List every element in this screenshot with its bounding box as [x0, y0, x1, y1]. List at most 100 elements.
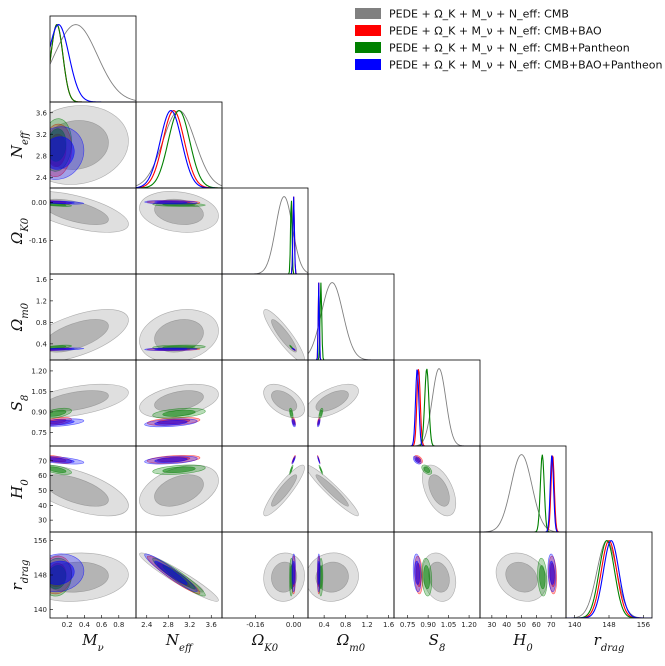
marginal-OmK0-series-3	[222, 196, 308, 274]
marginal-Mnu-series-1	[50, 24, 136, 102]
contour-S8-Neff-series-2-68	[162, 409, 196, 417]
panel-Mnu-Mnu	[50, 24, 136, 102]
marginal-rdrag-series-2	[566, 539, 652, 618]
panel-Omm0-Neff	[139, 309, 219, 360]
panel-OmK0-Mnu	[50, 191, 129, 233]
contour-S8-OmK0-series-0-68	[271, 390, 298, 412]
panel-H0-S8	[412, 455, 457, 517]
y-tick-label-S8: 1.05	[31, 388, 47, 396]
marginal-S8-series-0	[394, 368, 480, 446]
x-tick-label-OmK0: 0.00	[286, 621, 302, 629]
y-tick-label-Neff: 2.8	[36, 152, 47, 160]
legend-swatch-0	[355, 8, 381, 19]
x-tick-label-Omm0: 0.4	[319, 621, 331, 629]
x-axis-label-rdrag: rdrag	[594, 631, 625, 654]
contour-S8-Neff-series-3-68	[154, 419, 188, 426]
y-tick-label-Neff: 3.2	[36, 131, 47, 139]
x-tick-label-rdrag: 148	[602, 621, 615, 629]
x-tick-label-H0: 40	[502, 621, 511, 629]
contour-H0-S8-series-2-68	[423, 466, 431, 473]
contour-Omm0-Mnu-series-0-95	[50, 309, 129, 360]
y-tick-label-H0: 30	[38, 517, 47, 525]
x-tick-label-rdrag: 140	[568, 621, 581, 629]
y-tick-label-S8: 0.90	[31, 408, 47, 416]
marginal-Neff-series-0	[136, 110, 222, 187]
contour-Omm0-Neff-series-3-68	[154, 348, 188, 351]
y-tick-label-H0: 40	[38, 502, 47, 510]
y-tick-label-Omm0: 0.8	[36, 319, 47, 327]
panel-rdrag-Omm0	[308, 552, 359, 602]
y-tick-label-Neff: 2.4	[36, 174, 48, 182]
contour-Neff-Mnu-series-0-95	[50, 105, 129, 185]
contour-S8-OmK0-series-2-68	[289, 409, 293, 417]
panel-H0-H0	[480, 454, 566, 532]
marginal-OmK0-series-0	[222, 196, 308, 274]
marginal-S8-series-2	[394, 368, 480, 446]
contour-rdrag-H0-series-0-95	[495, 552, 548, 602]
x-tick-label-Mnu: 0.8	[113, 621, 124, 629]
contour-OmK0-Neff-series-3-68	[154, 200, 188, 204]
contour-S8-Omm0-series-2-68	[319, 409, 323, 417]
marginal-Neff-series-1	[136, 110, 222, 188]
panel-S8-S8	[394, 368, 480, 446]
marginal-S8-series-1	[394, 369, 480, 446]
contour-Omm0-OmK0-series-3-68	[292, 348, 296, 351]
x-tick-label-Mnu: 0.4	[79, 621, 91, 629]
contour-H0-Neff-series-2-68	[162, 466, 196, 473]
y-axis-label-rdrag: rdrag	[8, 560, 31, 591]
x-tick-label-OmK0: -0.16	[246, 621, 265, 629]
contour-Omm0-OmK0-series-0-68	[271, 319, 298, 353]
panel-rdrag-Neff	[139, 552, 219, 602]
x-axis-label-Neff: Neff	[165, 631, 194, 654]
y-tick-label-S8: 1.20	[31, 367, 47, 375]
contour-H0-Omm0-series-2-68	[319, 466, 323, 473]
contour-S8-OmK0-series-0-95	[263, 383, 305, 418]
legend-swatch-1	[355, 25, 381, 36]
marginal-rdrag-series-1	[566, 539, 652, 618]
contour-H0-S8-series-0-95	[422, 464, 457, 517]
panel-rdrag-S8	[412, 552, 457, 602]
contour-rdrag-H0-series-2-68	[539, 565, 546, 590]
x-tick-label-H0: 50	[517, 621, 526, 629]
contour-H0-OmK0-series-0-68	[271, 474, 298, 507]
x-tick-label-Omm0: 1.6	[383, 621, 395, 629]
contour-rdrag-H0-series-3-68	[549, 560, 555, 585]
marginal-S8-series-3	[394, 369, 480, 446]
x-axis-label-OmK0: ΩK0	[251, 631, 279, 654]
marginal-rdrag-series-0	[566, 540, 652, 618]
marginal-Omm0-series-0	[308, 282, 394, 360]
x-tick-label-S8: 1.20	[461, 621, 477, 629]
x-tick-label-S8: 1.05	[441, 621, 457, 629]
x-tick-label-S8: 0.90	[420, 621, 436, 629]
marginal-Mnu-series-3	[50, 24, 136, 102]
contour-OmK0-Mnu-series-0-95	[50, 191, 129, 233]
panel-S8-Neff	[139, 383, 219, 428]
x-tick-label-H0: 30	[487, 621, 496, 629]
contour-H0-Omm0-series-0-68	[315, 474, 349, 507]
x-tick-label-S8: 0.75	[400, 621, 416, 629]
x-tick-label-rdrag: 156	[637, 621, 651, 629]
contour-rdrag-S8-series-0-95	[422, 552, 457, 602]
contour-S8-Mnu-series-0-95	[50, 383, 129, 418]
panel-S8-Mnu	[50, 383, 129, 428]
panel-Neff-Neff	[136, 110, 222, 188]
x-tick-label-Mnu: 0.2	[62, 621, 73, 629]
panel-S8-Omm0	[308, 383, 359, 428]
x-tick-label-Omm0: 0.8	[340, 621, 351, 629]
contour-Neff-Mnu-series-3-68	[50, 136, 75, 170]
panels-group: 2.4 2.8 3.2 3.6 Neff -0.16 0.00 ΩK0 0.4 0.8 1.2 1.6…	[8, 15, 653, 654]
x-axis-label-Omm0: Ωm0	[336, 631, 366, 654]
marginal-Neff-series-2	[136, 110, 222, 188]
y-tick-label-OmK0: -0.16	[29, 237, 48, 245]
y-tick-label-H0: 60	[38, 472, 47, 480]
contour-H0-Neff-series-0-68	[154, 474, 204, 507]
legend-swatch-2	[355, 42, 381, 53]
contour-S8-Mnu-series-2-68	[50, 409, 67, 417]
contour-H0-Omm0-series-3-68	[317, 457, 320, 463]
marginal-Omm0-series-2	[308, 282, 394, 360]
x-axis-label-Mnu: Mν	[81, 631, 103, 654]
legend-label-1: PEDE + Ω_K + M_ν + N_eff: CMB+BAO	[389, 25, 602, 38]
legend-label-0: PEDE + Ω_K + M_ν + N_eff: CMB	[389, 8, 569, 21]
y-tick-label-rdrag: 140	[34, 606, 47, 614]
x-axis-label-S8: S8	[429, 631, 446, 654]
